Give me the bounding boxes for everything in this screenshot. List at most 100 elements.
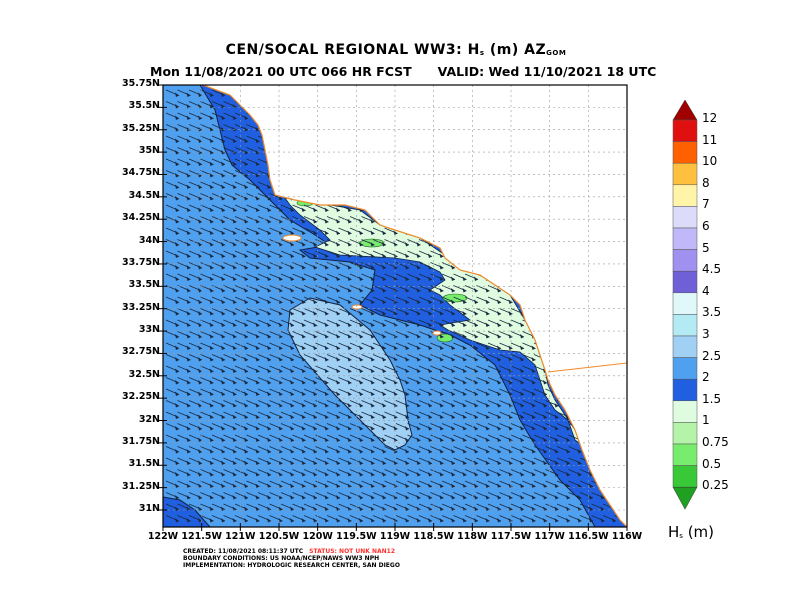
wind-arrow	[257, 388, 272, 396]
wind-arrow	[361, 365, 375, 373]
wind-arrow	[510, 457, 525, 465]
wind-arrow	[223, 296, 237, 304]
colorbar-label: 3.5	[702, 305, 722, 320]
wind-arrow	[315, 227, 329, 235]
wind-arrow	[200, 492, 214, 500]
wind-arrow	[326, 469, 341, 477]
wind-arrow	[280, 492, 295, 500]
wind-arrow	[211, 492, 226, 500]
wind-arrow	[165, 411, 180, 419]
lon-label: 118W	[457, 531, 488, 542]
wind-arrow	[338, 296, 352, 304]
wind-arrow	[625, 342, 627, 344]
wind-arrow	[407, 262, 421, 270]
wind-arrow	[441, 423, 456, 431]
wind-arrow	[315, 273, 329, 281]
wind-arrow	[625, 135, 627, 137]
wind-arrow	[522, 388, 536, 396]
wind-arrow	[234, 469, 249, 477]
wind-arrow	[234, 480, 249, 488]
wind-arrow	[441, 273, 456, 281]
colorbar-swatch	[672, 400, 698, 423]
colorbar-label: 0.25	[702, 478, 729, 493]
wind-arrow	[545, 515, 559, 523]
wind-arrow	[487, 377, 502, 385]
colorbar-swatch	[672, 119, 698, 142]
lat-label: 35.5N	[128, 100, 160, 112]
wind-arrow	[441, 319, 456, 327]
wind-arrow	[165, 308, 180, 316]
wind-arrow	[372, 492, 387, 500]
wind-arrow	[464, 342, 479, 350]
wind-arrow	[223, 400, 237, 408]
wind-arrow	[246, 411, 260, 419]
wind-arrow	[384, 515, 398, 523]
wind-arrow	[269, 319, 283, 327]
lon-label: 118.5W	[413, 531, 454, 542]
wind-arrow	[246, 457, 260, 465]
wind-arrow	[165, 469, 180, 477]
wind-arrow	[165, 492, 180, 500]
wind-arrow	[372, 446, 387, 454]
wind-arrow	[177, 135, 191, 143]
wind-arrow	[384, 319, 398, 327]
wind-arrow	[384, 423, 398, 431]
wind-arrow	[165, 181, 180, 189]
wind-arrow	[303, 216, 318, 224]
wind-arrow	[361, 492, 375, 500]
wind-arrow	[303, 342, 318, 350]
wind-arrow	[211, 434, 226, 442]
wind-arrow	[418, 434, 433, 442]
wind-arrow	[269, 331, 283, 339]
wind-arrow	[269, 204, 283, 212]
wind-arrow	[395, 250, 410, 258]
wind-arrow	[177, 354, 191, 362]
wind-arrow	[453, 377, 467, 385]
wind-arrow	[372, 423, 387, 431]
wind-arrow	[200, 170, 214, 178]
wind-arrow	[522, 446, 536, 454]
wind-arrow	[326, 296, 341, 304]
wind-arrow	[395, 446, 410, 454]
wind-arrow	[556, 434, 571, 442]
wind-arrow	[234, 331, 249, 339]
wind-arrow	[372, 400, 387, 408]
wind-arrow	[476, 434, 490, 442]
wind-arrow	[188, 400, 203, 408]
wind-arrow	[234, 158, 249, 166]
wind-arrow	[292, 515, 306, 523]
wind-arrow	[269, 296, 283, 304]
wind-arrow	[395, 457, 410, 465]
wind-arrow	[246, 354, 260, 362]
wind-arrow	[177, 273, 191, 281]
border-line	[547, 362, 627, 373]
lon-label: 121W	[225, 531, 256, 542]
wind-arrow	[269, 365, 283, 373]
wind-arrow	[188, 216, 203, 224]
wind-arrow	[625, 319, 627, 321]
wind-arrow	[292, 319, 306, 327]
wind-arrow	[361, 331, 375, 339]
wind-arrow	[326, 457, 341, 465]
wind-arrow	[246, 262, 260, 270]
wind-arrow	[453, 434, 467, 442]
wind-arrow	[165, 204, 180, 212]
wind-arrow	[625, 296, 627, 298]
wind-arrow	[487, 469, 502, 477]
wind-arrow	[487, 400, 502, 408]
wind-arrow	[545, 469, 559, 477]
wind-arrow	[625, 262, 627, 264]
wind-arrow	[338, 342, 352, 350]
wind-arrow	[188, 285, 203, 293]
wind-arrow	[407, 250, 421, 258]
colorbar-swatch	[672, 314, 698, 337]
wind-arrow	[418, 365, 433, 373]
wind-arrow	[453, 342, 467, 350]
wind-arrow	[372, 469, 387, 477]
wind-arrow	[349, 354, 364, 362]
wind-arrow	[292, 480, 306, 488]
lat-label: 34.75N	[122, 167, 160, 179]
wind-arrow	[487, 319, 502, 327]
wind-arrow	[487, 515, 502, 523]
ocean-2-5m-region	[287, 297, 413, 451]
